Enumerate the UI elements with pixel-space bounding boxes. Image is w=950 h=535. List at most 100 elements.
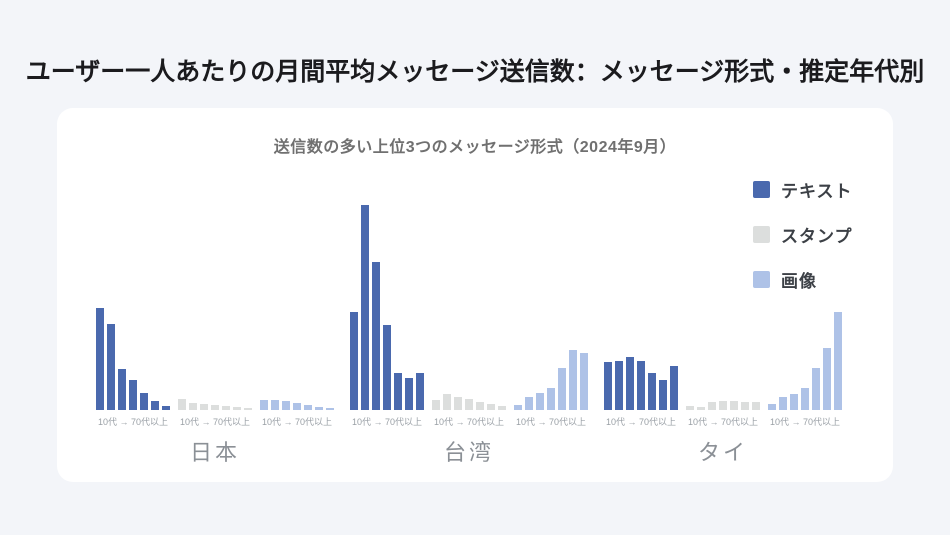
bar [708, 402, 716, 410]
bar [140, 393, 148, 410]
bar [304, 405, 312, 410]
bar [326, 408, 334, 410]
bar [271, 400, 279, 410]
bar [790, 394, 798, 410]
bar [536, 393, 544, 410]
bar [432, 400, 440, 410]
country-bars [96, 205, 334, 410]
bar [812, 368, 820, 410]
bar [801, 388, 809, 410]
bar [834, 312, 842, 410]
country-group: 10代 → 70代以上 10代 → 70代以上 10代 → 70代以上日本 [96, 205, 334, 467]
legend-label: スタンプ [781, 227, 853, 246]
legend-label: テキスト [781, 182, 853, 201]
age-axis-label: 10代 → 70代以上 [179, 417, 251, 427]
legend-swatch-image [753, 271, 770, 288]
age-axis-label: 10代 → 70代以上 [769, 417, 841, 427]
bar [383, 325, 391, 410]
bar [315, 407, 323, 410]
age-axis-label: 10代 → 70代以上 [515, 417, 587, 427]
bar [118, 369, 126, 410]
country-label: タイ [697, 440, 748, 465]
bar [514, 405, 522, 410]
bar [648, 373, 656, 410]
format-subgroup [604, 357, 678, 410]
legend-item-image: 画像 [753, 267, 853, 292]
bar [107, 324, 115, 410]
bar [162, 406, 170, 410]
format-subgroup [432, 394, 506, 410]
bar [178, 399, 186, 410]
age-axis-label: 10代 → 70代以上 [351, 417, 423, 427]
bar [823, 348, 831, 410]
bar [200, 404, 208, 410]
legend-item-sticker: スタンプ [753, 222, 853, 247]
bar [752, 402, 760, 410]
legend-label: 画像 [781, 272, 817, 291]
bar [741, 402, 749, 410]
country-group: 10代 → 70代以上 10代 → 70代以上 10代 → 70代以上タイ [604, 205, 842, 467]
bar [416, 373, 424, 410]
bar [547, 388, 555, 410]
bar [569, 350, 577, 410]
chart-plot: 10代 → 70代以上 10代 → 70代以上 10代 → 70代以上 日本 10代 →… [96, 205, 842, 467]
legend-item-text: テキスト [753, 177, 853, 202]
bar [211, 405, 219, 410]
age-axis-label: 10代 → 70代以上 [97, 417, 169, 427]
bar [637, 361, 645, 410]
bar [779, 397, 787, 410]
country-bars [350, 205, 588, 410]
bar [233, 407, 241, 410]
bar [604, 362, 612, 410]
bar [719, 401, 727, 410]
country-age-axis: 10代 → 70代以上 10代 → 70代以上 10代 → 70代以上 [96, 415, 334, 428]
bar [686, 406, 694, 410]
page-title: ユーザー一人あたりの月間平均メッセージ送信数：メッセージ形式・推定年代別 [25, 58, 925, 86]
country-label: 日本 [189, 440, 240, 465]
bar [730, 401, 738, 410]
country-label: 台湾 [443, 440, 494, 465]
age-axis-label: 10代 → 70代以上 [433, 417, 505, 427]
bar [659, 380, 667, 410]
chart-title: 送信数の多い上位3つのメッセージ形式（2024年9月） [273, 139, 677, 156]
bar [443, 394, 451, 410]
legend-swatch-text [753, 181, 770, 198]
bar [476, 402, 484, 410]
bar [372, 262, 380, 410]
chart-card: 送信数の多い上位3つのメッセージ形式（2024年9月） テキスト スタンプ 画像… [57, 108, 893, 482]
age-axis-label: 10代 → 70代以上 [605, 417, 677, 427]
bar [96, 308, 104, 410]
format-subgroup [178, 399, 252, 410]
country-age-axis: 10代 → 70代以上 10代 → 70代以上 10代 → 70代以上 [350, 415, 588, 428]
bar [768, 404, 776, 410]
bar [487, 404, 495, 410]
bar [394, 373, 402, 410]
bar [498, 406, 506, 410]
bar [670, 366, 678, 410]
country-bars [604, 205, 842, 410]
bar [626, 357, 634, 410]
age-axis-label: 10代 → 70代以上 [687, 417, 759, 427]
bar [222, 406, 230, 410]
age-axis-label: 10代 → 70代以上 [261, 417, 333, 427]
bar [580, 353, 588, 410]
bar [697, 407, 705, 410]
bar [260, 400, 268, 410]
bar [465, 399, 473, 410]
bar [361, 205, 369, 410]
bar [151, 401, 159, 410]
bar [615, 361, 623, 410]
bar [129, 380, 137, 410]
bar [350, 312, 358, 410]
bar [558, 368, 566, 410]
bar [405, 378, 413, 410]
format-subgroup [514, 350, 588, 410]
format-subgroup [768, 312, 842, 410]
legend-swatch-sticker [753, 226, 770, 243]
bar [293, 403, 301, 410]
format-subgroup [96, 308, 170, 410]
country-age-axis: 10代 → 70代以上 10代 → 70代以上 10代 → 70代以上 [604, 415, 842, 428]
format-subgroup [686, 401, 760, 410]
bar [244, 408, 252, 410]
format-subgroup [260, 400, 334, 410]
